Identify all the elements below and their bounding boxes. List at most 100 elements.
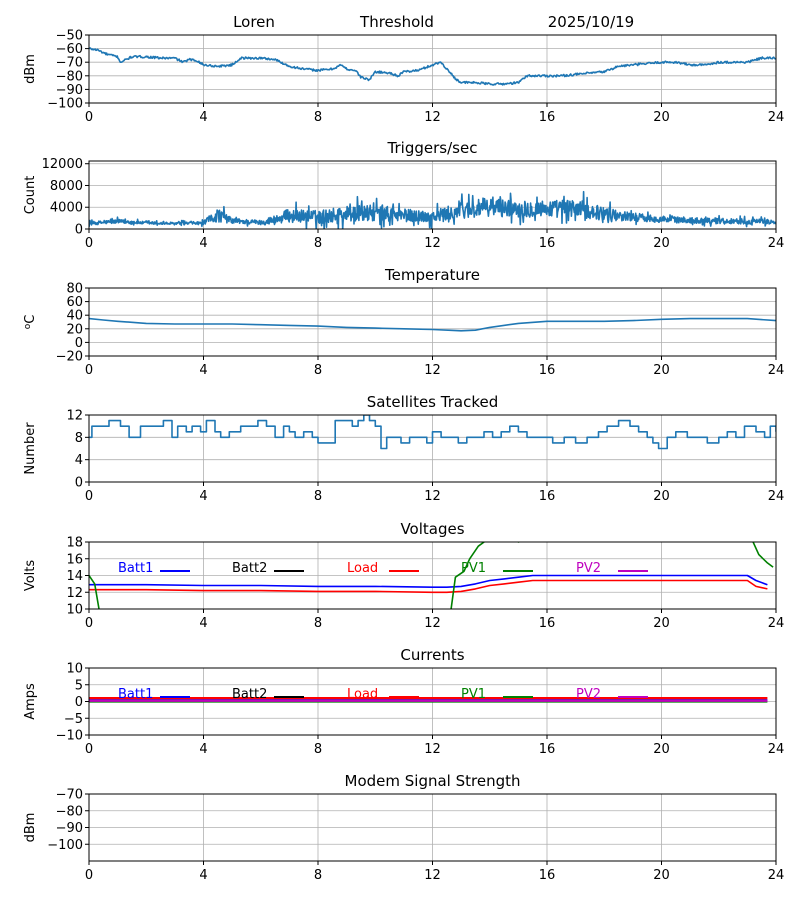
y-tick-label: −70: [56, 788, 83, 803]
panel-triggers-sec: Triggers/sec Count 0 4 8 12 16 20 24 12000 8000 400…: [23, 139, 784, 251]
series-line-count: [89, 190, 776, 229]
y-tick-label: 0: [75, 336, 83, 351]
y-tick-label: 0: [75, 223, 83, 238]
x-tick-label: 20: [653, 236, 670, 251]
y-tick-label: 10: [66, 662, 83, 677]
y-tick-label: −90: [56, 83, 83, 98]
x-tick-label: 4: [199, 110, 207, 125]
x-tick-label: 0: [85, 616, 93, 631]
series-group: [89, 415, 776, 450]
y-tick-label: 12: [66, 586, 83, 601]
series-line-satellites: [89, 415, 776, 450]
y-axis-label: oC: [23, 315, 38, 330]
header-station: Loren: [233, 13, 275, 31]
y-tick-label: 14: [66, 569, 83, 584]
x-tick-label: 20: [653, 110, 670, 125]
y-tick-label: −60: [56, 42, 83, 57]
series-group: [89, 47, 776, 86]
y-tick-label: −50: [56, 29, 83, 44]
y-tick-label: −20: [56, 350, 83, 365]
panel-modem-signal-strength: Modem Signal Strength dBm 0 4 8 12 16 20 24 −70−8…: [23, 772, 784, 883]
x-tick-label: 20: [653, 363, 670, 378]
series-group: [89, 190, 776, 229]
x-tick-label: 4: [199, 742, 207, 757]
x-tick-label: 16: [539, 489, 556, 504]
y-tick-label: 18: [66, 536, 83, 551]
x-tick-label: 8: [314, 363, 322, 378]
series-group: [89, 697, 768, 703]
chart-title: Triggers/sec: [387, 139, 478, 157]
x-tick-label: 0: [85, 363, 93, 378]
x-tick-label: 12: [424, 742, 441, 757]
x-tick-label: 0: [85, 110, 93, 125]
y-tick-label: 40: [66, 309, 83, 324]
y-tick-label: 8: [75, 431, 83, 446]
x-tick-label: 20: [653, 616, 670, 631]
legend-label-pv1: PV1: [461, 687, 486, 702]
x-tick-label: 8: [314, 616, 322, 631]
x-tick-label: 0: [85, 868, 93, 883]
x-tick-label: 0: [85, 742, 93, 757]
y-tick-label: 0: [75, 695, 83, 710]
y-tick-label: 4000: [50, 201, 83, 216]
x-tick-label: 24: [768, 742, 785, 757]
x-tick-label: 12: [424, 616, 441, 631]
x-tick-label: 8: [314, 489, 322, 504]
x-tick-label: 12: [424, 110, 441, 125]
legend-label-batt1: Batt1: [118, 687, 153, 702]
series-line-signal: [89, 47, 776, 86]
x-tick-label: 20: [653, 742, 670, 757]
x-tick-label: 16: [539, 110, 556, 125]
chart-title: Temperature: [384, 266, 480, 284]
x-tick-label: 16: [539, 363, 556, 378]
y-axis-label: Number: [23, 422, 38, 475]
y-tick-label: 20: [66, 322, 83, 337]
x-tick-label: 4: [199, 489, 207, 504]
y-tick-label: 12: [66, 409, 83, 424]
x-tick-label: 8: [314, 868, 322, 883]
legend-label-load: Load: [347, 687, 378, 702]
x-tick-label: 16: [539, 742, 556, 757]
y-tick-label: −70: [56, 56, 83, 71]
y-tick-label: 16: [66, 552, 83, 567]
x-tick-label: 24: [768, 236, 785, 251]
x-tick-label: 4: [199, 868, 207, 883]
panel-currents: Currents Amps Batt1 Batt2 Load PV1 PV2 0 4 8 12 16 2…: [23, 646, 784, 757]
x-tick-label: 8: [314, 236, 322, 251]
x-tick-label: 4: [199, 236, 207, 251]
x-tick-label: 20: [653, 489, 670, 504]
y-tick-label: 10: [66, 603, 83, 618]
x-tick-label: 8: [314, 742, 322, 757]
y-tick-label: 4: [75, 453, 83, 468]
legend-label-pv2: PV2: [576, 561, 601, 576]
y-tick-label: −5: [64, 712, 83, 727]
y-tick-label: 5: [75, 678, 83, 693]
y-axis-label: Amps: [23, 683, 38, 720]
y-tick-label: −80: [56, 69, 83, 84]
legend-label-pv2: PV2: [576, 687, 601, 702]
legend-label-pv1: PV1: [461, 561, 486, 576]
y-axis-label: Volts: [23, 560, 38, 592]
chart-title: Currents: [400, 646, 464, 664]
panel-voltages: Voltages Volts Batt1 Batt2 Load PV1 PV2 0 4 8 12 16…: [23, 520, 784, 631]
x-tick-label: 24: [768, 616, 785, 631]
panel-signal-dbm: dBm 0 4 8 12 16 20 24 −50−60−70−80−90−100: [23, 29, 784, 126]
x-tick-label: 0: [85, 489, 93, 504]
legend-label-batt2: Batt2: [232, 561, 267, 576]
x-tick-label: 24: [768, 363, 785, 378]
series-line-batt1: [89, 574, 768, 588]
x-tick-label: 24: [768, 110, 785, 125]
legend-label-load: Load: [347, 561, 378, 576]
legend-label-batt1: Batt1: [118, 561, 153, 576]
series-group: [89, 542, 774, 609]
x-tick-label: 4: [199, 363, 207, 378]
x-tick-label: 16: [539, 236, 556, 251]
x-tick-label: 16: [539, 616, 556, 631]
x-tick-label: 8: [314, 110, 322, 125]
x-tick-label: 20: [653, 868, 670, 883]
y-tick-label: 0: [75, 476, 83, 491]
chart-title: Satellites Tracked: [367, 393, 498, 411]
header-date: 2025/10/19: [548, 13, 634, 31]
series-line-load: [89, 579, 768, 594]
